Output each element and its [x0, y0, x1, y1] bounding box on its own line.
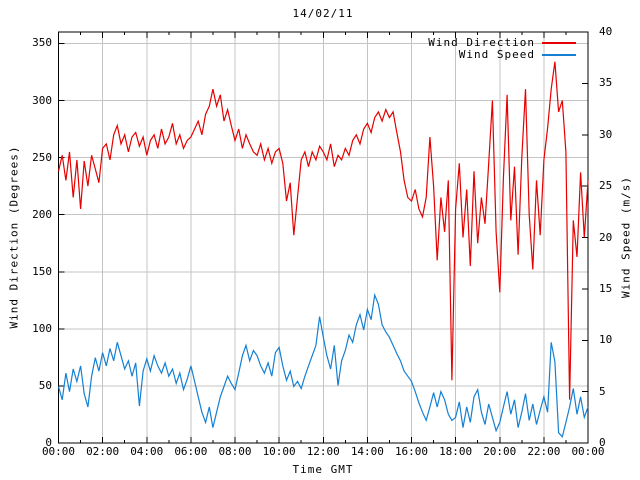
legend-label-wind-speed: Wind Speed — [458, 48, 535, 61]
y-right-tick-label: 5 — [599, 384, 606, 398]
x-tick-label: 04:00 — [130, 445, 164, 458]
x-tick-label: 16:00 — [394, 445, 429, 458]
series-line-wind-direction — [57, 61, 589, 400]
y-right-tick-label: 10 — [599, 333, 613, 347]
x-tick-label: 02:00 — [86, 445, 120, 458]
chart-title: 14/02/11 — [292, 7, 354, 20]
x-tick-label: 12:00 — [306, 445, 340, 458]
y-axis-left-title: Wind Direction (Degrees) — [7, 145, 21, 329]
y-left-tick-label: 100 — [32, 321, 52, 335]
y-left-tick-label: 200 — [32, 207, 52, 221]
x-tick-label: 06:00 — [174, 445, 208, 458]
series-line-wind-speed — [57, 292, 589, 439]
y-right-tick-label: 25 — [599, 179, 613, 193]
y-right-tick-label: 40 — [599, 25, 613, 38]
legend-line-sample-speed — [542, 54, 576, 56]
y-left-tick-label: 0 — [45, 436, 52, 449]
x-tick-label: 20:00 — [483, 445, 517, 458]
x-tick-label: 22:00 — [527, 445, 561, 458]
x-tick-label: 00:00 — [571, 445, 605, 458]
legend-entry-wind-direction: Wind Direction — [300, 37, 576, 49]
x-tick-label: 00:00 — [41, 445, 76, 458]
legend-entry-wind-speed: Wind Speed — [300, 49, 576, 61]
legend-line-sample-direction — [542, 42, 576, 44]
y-right-tick-label: 35 — [599, 76, 613, 90]
x-tick-label: 18:00 — [439, 445, 473, 458]
legend-label-wind-direction: Wind Direction — [428, 36, 535, 49]
y-left-tick-label: 250 — [32, 150, 52, 164]
y-right-tick-label: 15 — [599, 281, 613, 295]
x-tick-label: 08:00 — [218, 445, 252, 458]
y-right-tick-label: 20 — [599, 230, 613, 244]
y-left-tick-label: 150 — [32, 264, 52, 278]
x-axis-title: Time GMT — [292, 463, 354, 476]
y-left-tick-label: 300 — [32, 93, 52, 107]
x-tick-label: 10:00 — [262, 445, 296, 458]
y-right-tick-label: 0 — [599, 436, 606, 449]
y-right-tick-label: 30 — [599, 127, 613, 141]
y-left-tick-label: 350 — [32, 36, 52, 50]
x-tick-label: 14:00 — [350, 445, 384, 458]
y-left-tick-label: 50 — [38, 378, 52, 392]
